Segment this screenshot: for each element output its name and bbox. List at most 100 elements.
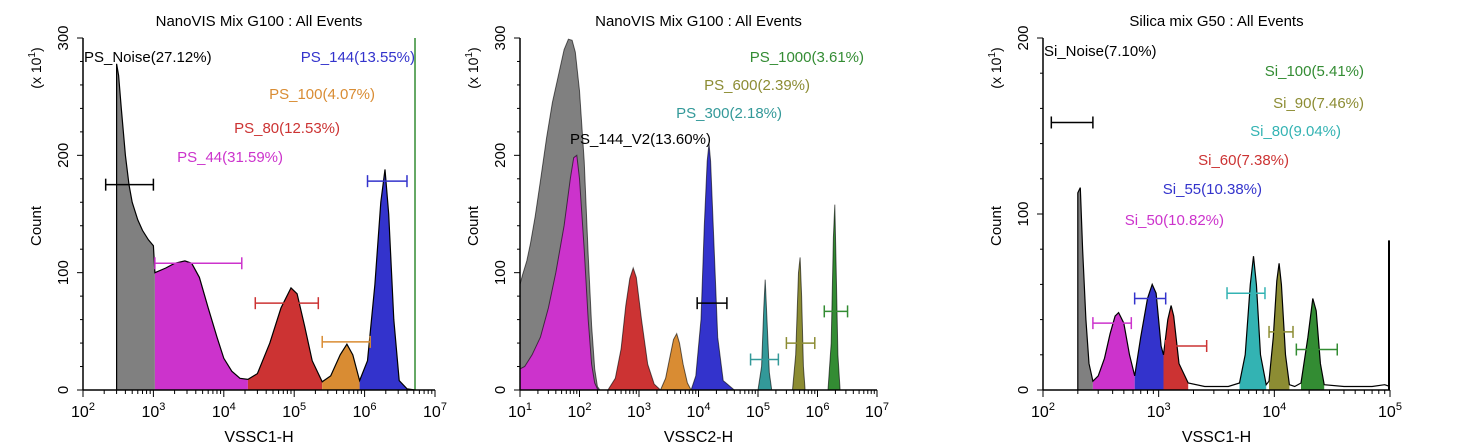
- x-tick-label: 104: [1262, 401, 1286, 421]
- chart-panel-1: 0 100 200 300 102 103 104 105 106 107 NanoVIS Mix …: [27, 13, 447, 446]
- x-tick-label: 102: [1031, 401, 1055, 421]
- gate-si-50: [1092, 317, 1133, 330]
- y-axis-multiplier: (x 101): [464, 47, 481, 88]
- gate-ps-100: [321, 335, 371, 348]
- gate-label: PS_Noise(27.12%): [84, 49, 212, 66]
- histogram-peak-3: [607, 266, 662, 390]
- y-tick-label: 0: [55, 386, 72, 394]
- chart-panel-2: 0 100 200 300 101 102 103 104 105 106 107 NanoVIS M…: [464, 13, 889, 446]
- gate-label: Si_55(10.38%): [1163, 181, 1262, 198]
- gate-label: Si_80(9.04%): [1250, 123, 1341, 140]
- x-tick-label: 104: [212, 401, 236, 421]
- y-axis-label: Count: [465, 205, 482, 246]
- gate-label: PS_300(2.18%): [676, 105, 782, 122]
- x-tick-label: 105: [1378, 401, 1402, 421]
- gate-si-90: [1268, 325, 1294, 338]
- histogram-fill-si-50: [1092, 312, 1135, 390]
- gate-label: PS_80(12.53%): [234, 120, 340, 137]
- gate-ps-300: [749, 353, 780, 366]
- x-tick-label: 103: [1147, 401, 1171, 421]
- chart-title: Silica mix G50 : All Events: [1129, 13, 1303, 30]
- x-axis-label: VSSC2-H: [664, 429, 733, 446]
- y-tick-label: 100: [1015, 201, 1032, 226]
- chart-title: NanoVIS Mix G100 : All Events: [156, 13, 363, 30]
- x-tick-label: 106: [806, 401, 830, 421]
- x-tick-label: 106: [353, 401, 377, 421]
- x-tick-label: 103: [627, 401, 651, 421]
- gate-ps-44: [154, 257, 243, 270]
- y-tick-label: 200: [55, 143, 72, 168]
- histogram-peak-2: [520, 154, 600, 390]
- gate-label: PS_600(2.39%): [704, 77, 810, 94]
- x-tick-label: 104: [687, 401, 711, 421]
- gate-si-80: [1226, 287, 1266, 300]
- y-axis-multiplier: (x 101): [27, 47, 44, 88]
- gate-label: Si_90(7.46%): [1273, 95, 1364, 112]
- x-tick-label: 102: [568, 401, 592, 421]
- histogram-outline: [1077, 187, 1390, 390]
- gate-label: PS_44(31.59%): [177, 149, 283, 166]
- histogram-fill-ps-44: [154, 260, 248, 390]
- histogram-fill-ps-100: [322, 344, 360, 390]
- y-tick-label: 300: [492, 25, 509, 50]
- plot-area: [1050, 116, 1390, 390]
- y-tick-label: 300: [55, 25, 72, 50]
- gate-ps-80: [254, 297, 320, 310]
- histogram-peak-7: [791, 257, 806, 390]
- gate-label: Si_100(5.41%): [1265, 63, 1364, 80]
- y-axis-label: Count: [28, 205, 45, 246]
- gate-si-55: [1133, 292, 1167, 305]
- histogram-peak-8: [827, 204, 841, 390]
- chart-title: NanoVIS Mix G100 : All Events: [595, 13, 802, 30]
- histogram-fill-ps-noise: [116, 63, 155, 390]
- x-tick-label: 101: [508, 401, 532, 421]
- gate-ps-600: [785, 337, 816, 350]
- histogram-outline: [115, 63, 416, 390]
- gate-ps-144-v2: [696, 297, 728, 310]
- gate-ps-noise: [104, 178, 155, 191]
- histogram-peak-4: [659, 332, 692, 390]
- y-tick-label: 0: [1015, 386, 1032, 394]
- gate-label: PS_144_V2(13.60%): [570, 131, 711, 148]
- x-tick-label: 105: [746, 401, 770, 421]
- x-tick-label: 107: [423, 401, 447, 421]
- histogram-fill-ps-144: [359, 169, 415, 390]
- gate-label: PS_100(4.07%): [269, 86, 375, 103]
- histogram-fill-si-80: [1239, 256, 1267, 390]
- x-tick-label: 107: [865, 401, 889, 421]
- gate-ps-144: [366, 175, 408, 188]
- y-tick-label: 100: [492, 260, 509, 285]
- histogram-fill-si-90: [1269, 263, 1290, 390]
- histogram-fill-si-60: [1163, 305, 1189, 390]
- y-axis-multiplier: (x 101): [987, 47, 1004, 88]
- gate-si-noise: [1050, 116, 1094, 129]
- x-tick-label: 102: [71, 401, 95, 421]
- histogram-fill-si-100: [1301, 298, 1325, 390]
- y-tick-label: 100: [55, 260, 72, 285]
- gate-si-60: [1164, 340, 1208, 352]
- gate-si-100: [1295, 343, 1339, 356]
- chart-panel-3: 0 100 200 102 103 104 105 Silica mix G50 : All …: [987, 13, 1402, 446]
- gate-label: PS_1000(3.61%): [750, 49, 864, 66]
- histogram-fill-ps-80: [247, 287, 323, 390]
- x-axis-label: VSSC1-H: [224, 429, 293, 446]
- x-tick-label: 103: [141, 401, 165, 421]
- gate-label: Si_Noise(7.10%): [1044, 43, 1157, 60]
- histogram-peak-6: [757, 279, 773, 390]
- histogram-peak-5: [690, 143, 736, 390]
- y-tick-label: 0: [492, 386, 509, 394]
- gate-ps-1000: [823, 305, 849, 318]
- y-tick-label: 200: [492, 143, 509, 168]
- plot-area: [104, 38, 416, 390]
- gate-label: Si_50(10.82%): [1125, 212, 1224, 229]
- x-tick-label: 105: [282, 401, 306, 421]
- gate-label: Si_60(7.38%): [1198, 152, 1289, 169]
- histogram-fill-si-noise: [1077, 187, 1093, 390]
- gate-label: PS_144(13.55%): [301, 49, 415, 66]
- y-axis-label: Count: [988, 205, 1005, 246]
- histogram-fill-si-55: [1134, 284, 1164, 390]
- y-tick-label: 200: [1015, 25, 1032, 50]
- x-axis-label: VSSC1-H: [1182, 429, 1251, 446]
- plot-area: [520, 38, 849, 390]
